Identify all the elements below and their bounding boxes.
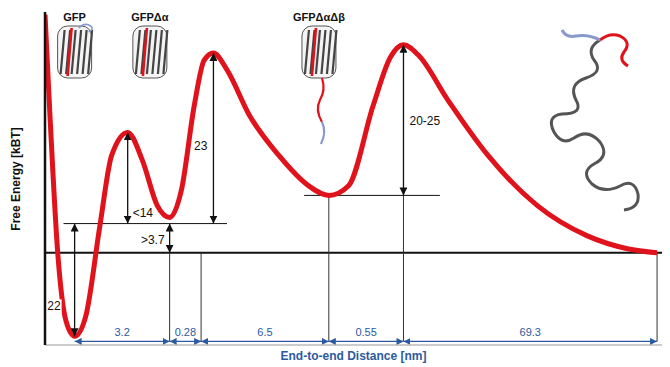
- svg-text:>3.7: >3.7: [141, 233, 165, 247]
- svg-text:0.28: 0.28: [175, 326, 196, 338]
- svg-text:3.2: 3.2: [114, 326, 129, 338]
- svg-text:GFPΔα: GFPΔα: [131, 11, 169, 23]
- svg-text:22: 22: [47, 299, 61, 313]
- svg-text:6.5: 6.5: [257, 326, 272, 338]
- svg-text:0.55: 0.55: [355, 326, 376, 338]
- html-text:End-to-end Distance [nm]: End-to-end Distance [nm]: [280, 349, 427, 363]
- svg-text:20-25: 20-25: [409, 114, 440, 128]
- html-text:Free Energy [kBT]: Free Energy [kBT]: [9, 126, 23, 231]
- svg-text:69.3: 69.3: [520, 326, 541, 338]
- svg-text:<14: <14: [133, 206, 154, 220]
- svg-text:23: 23: [194, 139, 208, 153]
- svg-text:GFP: GFP: [63, 11, 86, 23]
- svg-text:GFPΔαΔβ: GFPΔαΔβ: [293, 11, 345, 23]
